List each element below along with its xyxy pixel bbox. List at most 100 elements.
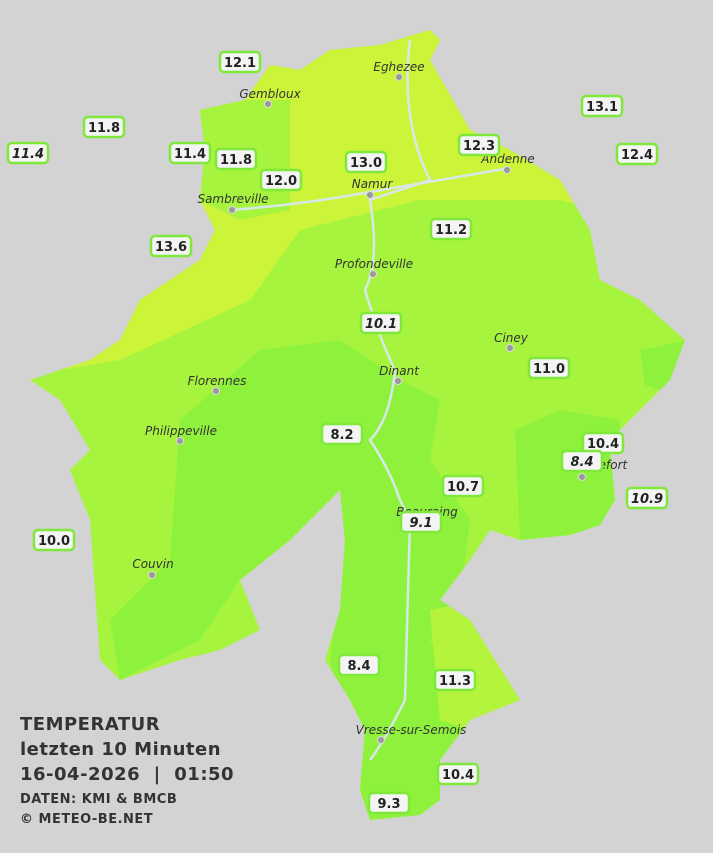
city-dot (212, 387, 220, 395)
station-box (218, 50, 262, 74)
city-dot (394, 377, 402, 385)
station-value: 8.2 (330, 428, 353, 443)
city-label: Florennes (188, 374, 247, 388)
station: 10.1 (359, 311, 403, 335)
station: 10.0 (32, 528, 76, 552)
station-value: 8.4 (570, 455, 593, 470)
station-value: 12.4 (621, 148, 653, 163)
station-value: 9.3 (377, 797, 400, 812)
station-value: 12.3 (463, 139, 495, 154)
station-value: 12.1 (224, 56, 256, 71)
city-dot (369, 270, 377, 278)
station-box (82, 115, 126, 139)
station: 11.8 (214, 147, 258, 171)
station-box (429, 217, 473, 241)
station: 9.1 (399, 510, 443, 534)
source: DATEN: KMI & BMCB (20, 792, 177, 807)
station-box (359, 311, 403, 335)
station: 12.4 (615, 142, 659, 166)
station: 13.6 (149, 234, 193, 258)
station: 12.0 (259, 168, 303, 192)
station-box (320, 422, 364, 446)
station-box (436, 762, 480, 786)
station-box (625, 486, 669, 510)
station-box (441, 474, 485, 498)
station-value: 11.8 (88, 121, 120, 136)
station: 9.3 (367, 791, 411, 815)
station-value: 10.9 (631, 492, 663, 507)
title: TEMPERATUR (20, 714, 160, 735)
city-dot (503, 166, 511, 174)
station-value: 13.1 (586, 100, 618, 115)
station-box (399, 510, 443, 534)
station-value: 12.0 (265, 174, 297, 189)
station-value: 11.4 (12, 147, 44, 162)
city-label: Profondeville (335, 257, 413, 271)
copyright: © METEO-BE.NET (20, 812, 153, 827)
city-label: Sambreville (197, 192, 268, 206)
stations: 12.1 11.8 11.4 11.4 11.8 12.0 13.0 12.3 13.1 12.4… (6, 50, 669, 815)
station-value: 11.8 (220, 153, 252, 168)
station-box (457, 133, 501, 157)
station-box (615, 142, 659, 166)
city-label: Couvin (132, 557, 173, 571)
station: 11.8 (82, 115, 126, 139)
timestamp: 16-04-2026 | 01:50 (20, 764, 234, 785)
city-dot (578, 473, 586, 481)
station-value: 10.0 (38, 534, 70, 549)
city-dot (506, 344, 514, 352)
station: 8.4 (337, 653, 381, 677)
subtitle: letzten 10 Minuten (20, 739, 221, 760)
station: 13.0 (344, 150, 388, 174)
station-box (149, 234, 193, 258)
station: 8.2 (320, 422, 364, 446)
city-dot (395, 73, 403, 81)
station-value: 11.0 (533, 362, 565, 377)
station-value: 11.2 (435, 223, 467, 238)
station: 10.9 (625, 486, 669, 510)
city-label: Philippeville (145, 424, 217, 438)
station: 11.4 (6, 141, 50, 165)
city-dot (264, 100, 272, 108)
station: 8.4 (560, 449, 604, 473)
city-label: Eghezee (373, 60, 424, 74)
station-value: 13.0 (350, 156, 382, 171)
station: 13.1 (580, 94, 624, 118)
city-label: Dinant (379, 364, 420, 378)
station: 11.2 (429, 217, 473, 241)
station: 10.7 (441, 474, 485, 498)
station: 11.4 (168, 141, 212, 165)
station-value: 11.4 (174, 147, 206, 162)
station-value: 10.1 (365, 317, 397, 332)
station-value: 10.4 (442, 768, 474, 783)
station-box (433, 668, 477, 692)
station-box (367, 791, 411, 815)
station-value: 8.4 (347, 659, 370, 674)
station-box (344, 150, 388, 174)
station: 11.0 (527, 356, 571, 380)
station-box (259, 168, 303, 192)
station-value: 11.3 (439, 674, 471, 689)
city-dot (228, 206, 236, 214)
city-dot (377, 736, 385, 744)
city-label: Ciney (494, 331, 529, 345)
station-value: 10.4 (587, 437, 619, 452)
station-value: 9.1 (409, 516, 432, 531)
city-label: Gembloux (239, 87, 301, 101)
city-label: Namur (352, 177, 394, 191)
station: 10.4 (581, 431, 625, 455)
station-box (214, 147, 258, 171)
station-value: 10.7 (447, 480, 479, 495)
station-box (168, 141, 212, 165)
station: 12.3 (457, 133, 501, 157)
city-dot (148, 571, 156, 579)
station-box (527, 356, 571, 380)
station-box (6, 141, 50, 165)
station-box (560, 449, 604, 473)
station-box (581, 431, 625, 455)
station: 12.1 (218, 50, 262, 74)
station: 10.4 (436, 762, 480, 786)
city-dot (366, 191, 374, 199)
station-box (580, 94, 624, 118)
